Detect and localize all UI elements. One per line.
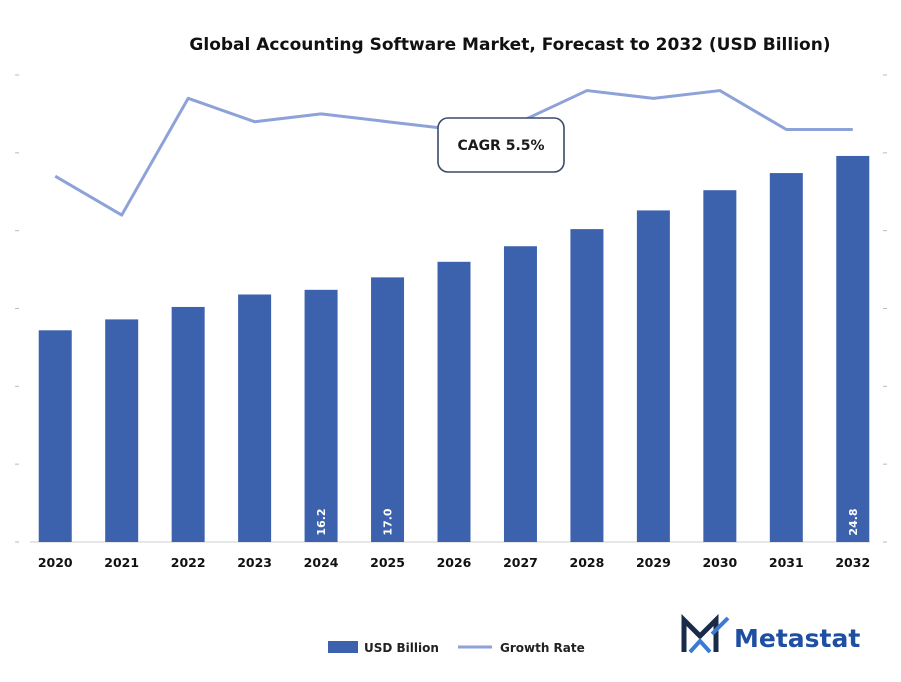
legend-swatch-usd-billion	[328, 641, 358, 653]
x-tick-2030: 2030	[702, 555, 737, 570]
x-tick-2032: 2032	[835, 555, 870, 570]
bar-2025	[371, 277, 405, 542]
legend-label-growth-rate: Growth Rate	[500, 641, 585, 655]
x-tick-2025: 2025	[370, 555, 405, 570]
metastat-logo: Metastat	[681, 613, 860, 654]
bar-series	[38, 155, 870, 543]
chart-title: Global Accounting Software Market, Forec…	[189, 35, 830, 55]
bar-2024	[304, 289, 338, 542]
bar-2030	[703, 190, 737, 542]
x-tick-2026: 2026	[437, 555, 472, 570]
bar-data-label-2025: 17.0	[382, 508, 395, 535]
bar-2031	[769, 173, 803, 542]
x-tick-2028: 2028	[570, 555, 605, 570]
x-tick-2024: 2024	[304, 555, 339, 570]
cagr-annotation: CAGR 5.5%	[437, 117, 565, 173]
x-tick-2021: 2021	[104, 555, 139, 570]
right-axis	[883, 74, 887, 543]
bar-2028	[570, 229, 604, 543]
x-tick-2022: 2022	[171, 555, 206, 570]
bar-2027	[503, 246, 537, 542]
bar-data-labels: 16.2 17.0 24.8	[315, 508, 860, 535]
metastat-m-logo-icon	[681, 613, 730, 654]
x-axis-ticks: 2020 2021 2022 2023 2024 2025 2026 2027 2028 2029…	[38, 555, 870, 570]
legend: USD Billion Growth Rate	[328, 641, 585, 655]
bar-2023	[238, 294, 272, 542]
x-tick-2020: 2020	[38, 555, 73, 570]
x-tick-2023: 2023	[237, 555, 272, 570]
bar-2021	[105, 319, 139, 542]
x-tick-2029: 2029	[636, 555, 671, 570]
legend-label-usd-billion: USD Billion	[364, 641, 439, 655]
x-tick-2027: 2027	[503, 555, 538, 570]
bar-2020	[38, 330, 72, 542]
x-tick-2031: 2031	[769, 555, 804, 570]
bar-2022	[171, 306, 205, 542]
bar-2032	[836, 155, 870, 543]
bar-2029	[636, 210, 670, 542]
brand-name: Metastat	[734, 624, 860, 653]
cagr-label: CAGR 5.5%	[457, 138, 544, 154]
bar-2026	[437, 261, 471, 542]
bar-data-label-2032: 24.8	[847, 508, 860, 535]
cagr-box	[437, 117, 565, 173]
bar-data-label-2024: 16.2	[315, 508, 328, 535]
left-axis	[15, 74, 19, 543]
